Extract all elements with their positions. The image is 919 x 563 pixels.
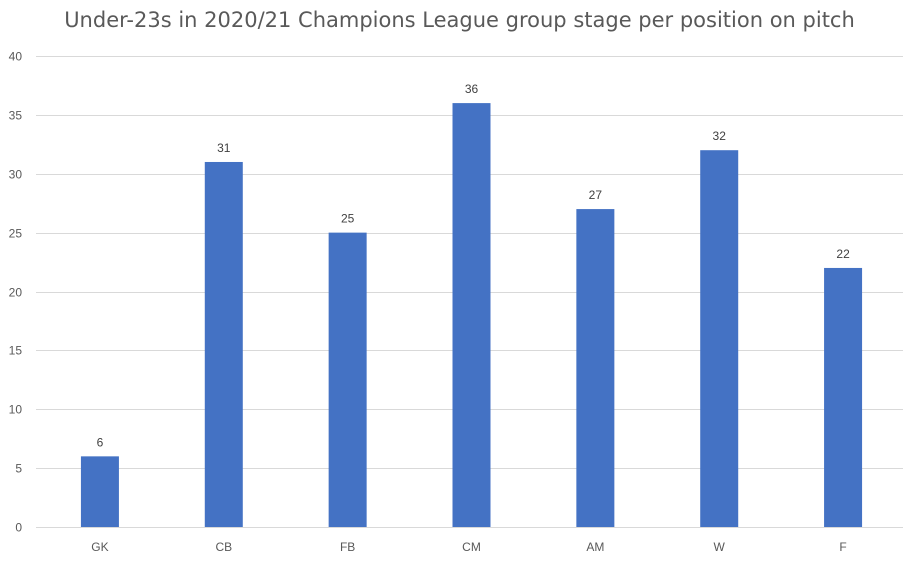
bar-am xyxy=(576,209,615,527)
bar-w xyxy=(700,150,739,527)
x-tick-label-f: F xyxy=(839,540,846,554)
data-label-w: 32 xyxy=(713,129,727,143)
y-tick-label: 5 xyxy=(15,462,22,476)
bar-fb xyxy=(328,232,367,527)
bar-cb xyxy=(204,161,243,527)
y-tick-label: 35 xyxy=(9,109,23,123)
y-axis-ticks: 0 5 10 15 20 25 30 35 40 xyxy=(9,50,23,535)
bar-cm xyxy=(452,103,491,527)
x-tick-label-fb: FB xyxy=(340,540,355,554)
bar-gk xyxy=(80,456,119,527)
y-tick-label: 25 xyxy=(9,227,23,241)
bar-f xyxy=(824,267,863,527)
x-tick-label-w: W xyxy=(714,540,726,554)
bars xyxy=(80,103,863,527)
y-tick-label: 15 xyxy=(9,344,23,358)
data-label-gk: 6 xyxy=(97,435,104,449)
data-label-am: 27 xyxy=(589,188,603,202)
x-tick-label-cm: CM xyxy=(462,540,481,554)
y-tick-label: 40 xyxy=(9,50,23,64)
data-label-cm: 36 xyxy=(465,82,479,96)
data-label-cb: 31 xyxy=(217,141,231,155)
y-tick-label: 20 xyxy=(9,286,23,300)
y-tick-label: 10 xyxy=(9,403,23,417)
x-axis-ticks: GK CB FB CM AM W F xyxy=(91,540,846,554)
data-label-f: 22 xyxy=(836,247,850,261)
data-labels: 6 31 25 36 27 32 22 xyxy=(97,82,850,449)
x-tick-label-am: AM xyxy=(586,540,604,554)
data-label-fb: 25 xyxy=(341,212,355,226)
x-tick-label-cb: CB xyxy=(215,540,232,554)
y-tick-label: 30 xyxy=(9,168,23,182)
y-tick-label: 0 xyxy=(15,521,22,535)
chart-title: Under-23s in 2020/21 Champions League gr… xyxy=(64,8,855,32)
x-tick-label-gk: GK xyxy=(91,540,108,554)
